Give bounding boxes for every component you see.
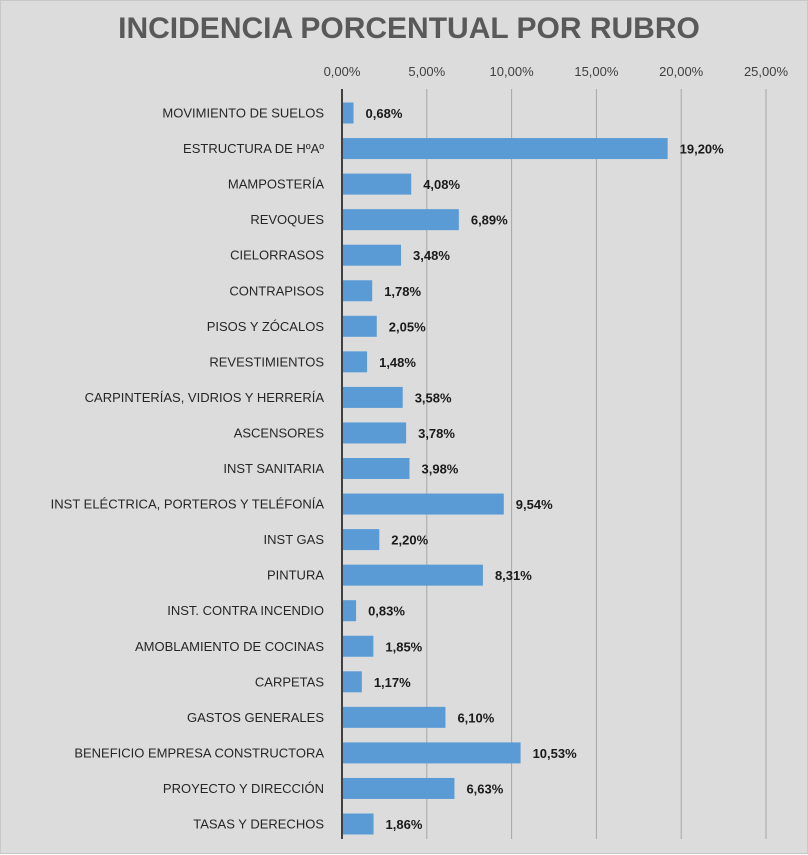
bars bbox=[342, 102, 668, 835]
category-labels: MOVIMIENTO DE SUELOS ESTRUCTURA DE HºAº MA… bbox=[51, 106, 325, 832]
data-label: 4,08% bbox=[423, 177, 460, 192]
data-label: 9,54% bbox=[516, 497, 553, 512]
bar bbox=[342, 564, 483, 586]
category-label: INST SANITARIA bbox=[223, 461, 324, 476]
bar bbox=[342, 529, 380, 551]
data-label: 3,78% bbox=[418, 426, 455, 441]
data-label: 2,20% bbox=[391, 533, 428, 548]
bar bbox=[342, 280, 373, 302]
bar bbox=[342, 173, 412, 195]
x-axis-ticks: 0,00% 5,00% 10,00% 15,00% 20,00% 25,00% bbox=[324, 64, 789, 79]
category-label: INST ELÉCTRICA, PORTEROS Y TELÉFONÍA bbox=[51, 497, 325, 512]
bar bbox=[342, 635, 374, 657]
bar bbox=[342, 813, 374, 835]
category-label: CARPINTERÍAS, VIDRIOS Y HERRERÍA bbox=[85, 390, 325, 405]
x-tick-label: 0,00% bbox=[324, 64, 361, 79]
bar bbox=[342, 422, 407, 444]
data-label: 1,48% bbox=[379, 355, 416, 370]
category-label: INST. CONTRA INCENDIO bbox=[167, 603, 324, 618]
category-label: PISOS Y ZÓCALOS bbox=[207, 319, 325, 334]
category-label: PROYECTO Y DIRECCIÓN bbox=[163, 781, 324, 796]
category-label: ASCENSORES bbox=[234, 425, 325, 440]
data-labels: 0,68% 19,20% 4,08% 6,89% 3,48% 1,78% 2,05% 1,48… bbox=[366, 106, 725, 832]
data-label: 0,68% bbox=[366, 106, 403, 121]
category-label: MAMPOSTERÍA bbox=[228, 177, 324, 192]
data-label: 3,58% bbox=[415, 390, 452, 405]
bar bbox=[342, 777, 455, 799]
category-label: AMOBLAMIENTO DE COCINAS bbox=[135, 639, 324, 654]
x-tick-label: 15,00% bbox=[574, 64, 619, 79]
bar bbox=[342, 315, 377, 337]
category-label: TASAS Y DERECHOS bbox=[193, 817, 324, 832]
chart-title: INCIDENCIA PORCENTUAL POR RUBRO bbox=[118, 12, 700, 45]
data-label: 6,10% bbox=[457, 710, 494, 725]
data-label: 3,48% bbox=[413, 248, 450, 263]
bar bbox=[342, 351, 368, 373]
data-label: 6,89% bbox=[471, 213, 508, 228]
x-tick-label: 10,00% bbox=[490, 64, 535, 79]
category-label: CONTRAPISOS bbox=[229, 283, 324, 298]
data-label: 2,05% bbox=[389, 319, 426, 334]
data-label: 1,86% bbox=[386, 817, 423, 832]
category-label: CARPETAS bbox=[255, 674, 324, 689]
bar bbox=[342, 600, 357, 622]
category-label: MOVIMIENTO DE SUELOS bbox=[162, 106, 324, 121]
data-label: 1,17% bbox=[374, 675, 411, 690]
category-label: BENEFICIO EMPRESA CONSTRUCTORA bbox=[74, 745, 324, 760]
bar bbox=[342, 493, 504, 515]
bar bbox=[342, 102, 354, 124]
bar bbox=[342, 458, 410, 479]
category-label: ESTRUCTURA DE HºAº bbox=[183, 141, 324, 156]
bar bbox=[342, 386, 403, 408]
bar bbox=[342, 209, 459, 231]
data-label: 0,83% bbox=[368, 604, 405, 619]
data-label: 19,20% bbox=[680, 142, 725, 157]
category-label: CIELORRASOS bbox=[230, 248, 324, 263]
x-tick-label: 20,00% bbox=[659, 64, 704, 79]
gridlines bbox=[426, 89, 767, 839]
category-label: REVESTIMIENTOS bbox=[209, 354, 324, 369]
data-label: 1,78% bbox=[384, 284, 421, 299]
data-label: 10,53% bbox=[533, 746, 578, 761]
bar bbox=[342, 138, 668, 160]
category-label: REVOQUES bbox=[250, 212, 324, 227]
category-label: GASTOS GENERALES bbox=[187, 710, 324, 725]
bar bbox=[342, 244, 402, 266]
data-label: 6,63% bbox=[466, 781, 503, 796]
category-label: PINTURA bbox=[267, 568, 324, 583]
x-tick-label: 25,00% bbox=[744, 64, 789, 79]
x-tick-label: 5,00% bbox=[408, 64, 445, 79]
data-label: 1,85% bbox=[385, 639, 422, 654]
bar bbox=[342, 706, 446, 728]
category-label: INST GAS bbox=[264, 532, 325, 547]
data-label: 3,98% bbox=[422, 462, 459, 477]
bar bbox=[342, 742, 521, 764]
data-label: 8,31% bbox=[495, 568, 532, 583]
bar bbox=[342, 671, 362, 693]
